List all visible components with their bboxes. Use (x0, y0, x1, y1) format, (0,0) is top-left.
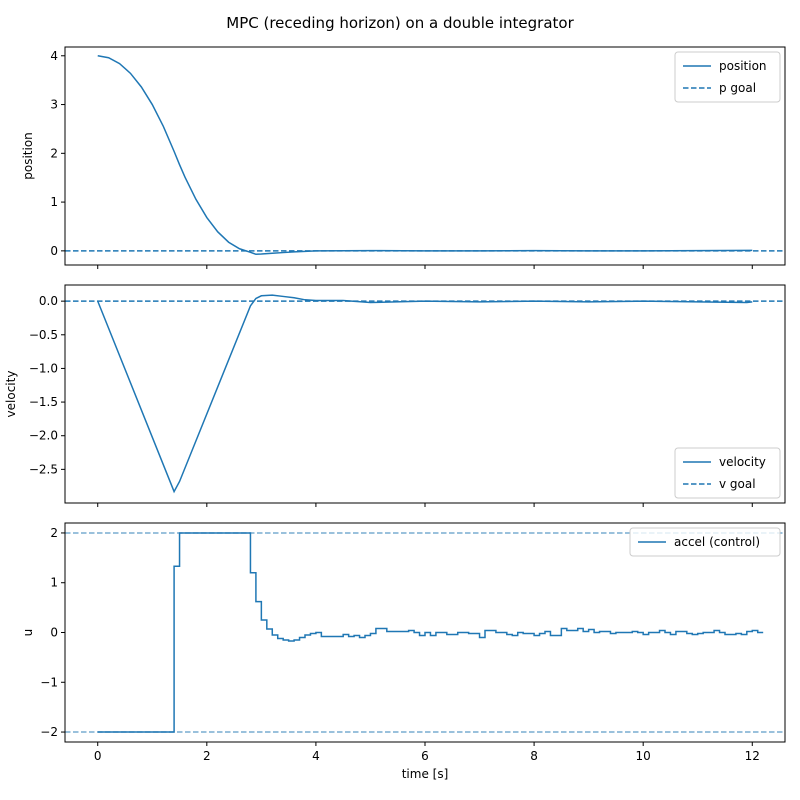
y-axis-label: position (21, 132, 35, 180)
y-axis-label: u (21, 629, 35, 637)
y-tick-label: −1 (40, 675, 58, 689)
x-tick-label: 12 (745, 749, 760, 763)
y-tick-label: 0 (50, 626, 58, 640)
subplot-position: 0 1 2 3 4 position position p goal (21, 46, 786, 269)
y-tick-label: 0 (50, 244, 58, 258)
y-tick-label: 2 (50, 146, 58, 160)
legend-label: p goal (719, 81, 756, 95)
x-tick-label: 6 (421, 749, 429, 763)
y-tick-label: 3 (50, 98, 58, 112)
legend-label: position (719, 59, 767, 73)
figure-title: MPC (receding horizon) on a double integ… (226, 14, 574, 32)
legend: position p goal (674, 51, 781, 103)
legend-label: velocity (719, 455, 766, 469)
x-tick-label: 4 (312, 749, 320, 763)
y-axis-label: velocity (4, 371, 18, 418)
y-tick-label: −1.0 (29, 361, 58, 375)
x-tick-label: 8 (530, 749, 538, 763)
series-velocity (97, 294, 753, 494)
x-tick-label: 10 (636, 749, 651, 763)
x-axis-label: time [s] (402, 767, 449, 781)
y-tick-label: 2 (50, 526, 58, 540)
y-tick-label: 0.0 (39, 294, 58, 308)
series-position (97, 55, 753, 256)
legend: velocity v goal (674, 447, 781, 499)
x-tick-label: 2 (203, 749, 211, 763)
y-tick-label: −2.0 (29, 429, 58, 443)
y-tick-label: −0.5 (29, 328, 58, 342)
y-tick-label: 4 (50, 49, 58, 63)
y-tick-label: −2.5 (29, 462, 58, 476)
y-tick-label: −2 (40, 725, 58, 739)
legend-label: v goal (719, 477, 756, 491)
y-tick-label: 1 (50, 195, 58, 209)
legend-label: accel (control) (674, 535, 760, 549)
legend: accel (control) (629, 527, 781, 557)
y-tick-label: 1 (50, 576, 58, 590)
series-accel-control- (97, 532, 764, 733)
subplot-velocity: 0.0−0.5−1.0−1.5−2.0−2.5velocityvelocityv… (4, 284, 786, 507)
y-tick-label: −1.5 (29, 395, 58, 409)
x-tick-label: 0 (94, 749, 102, 763)
